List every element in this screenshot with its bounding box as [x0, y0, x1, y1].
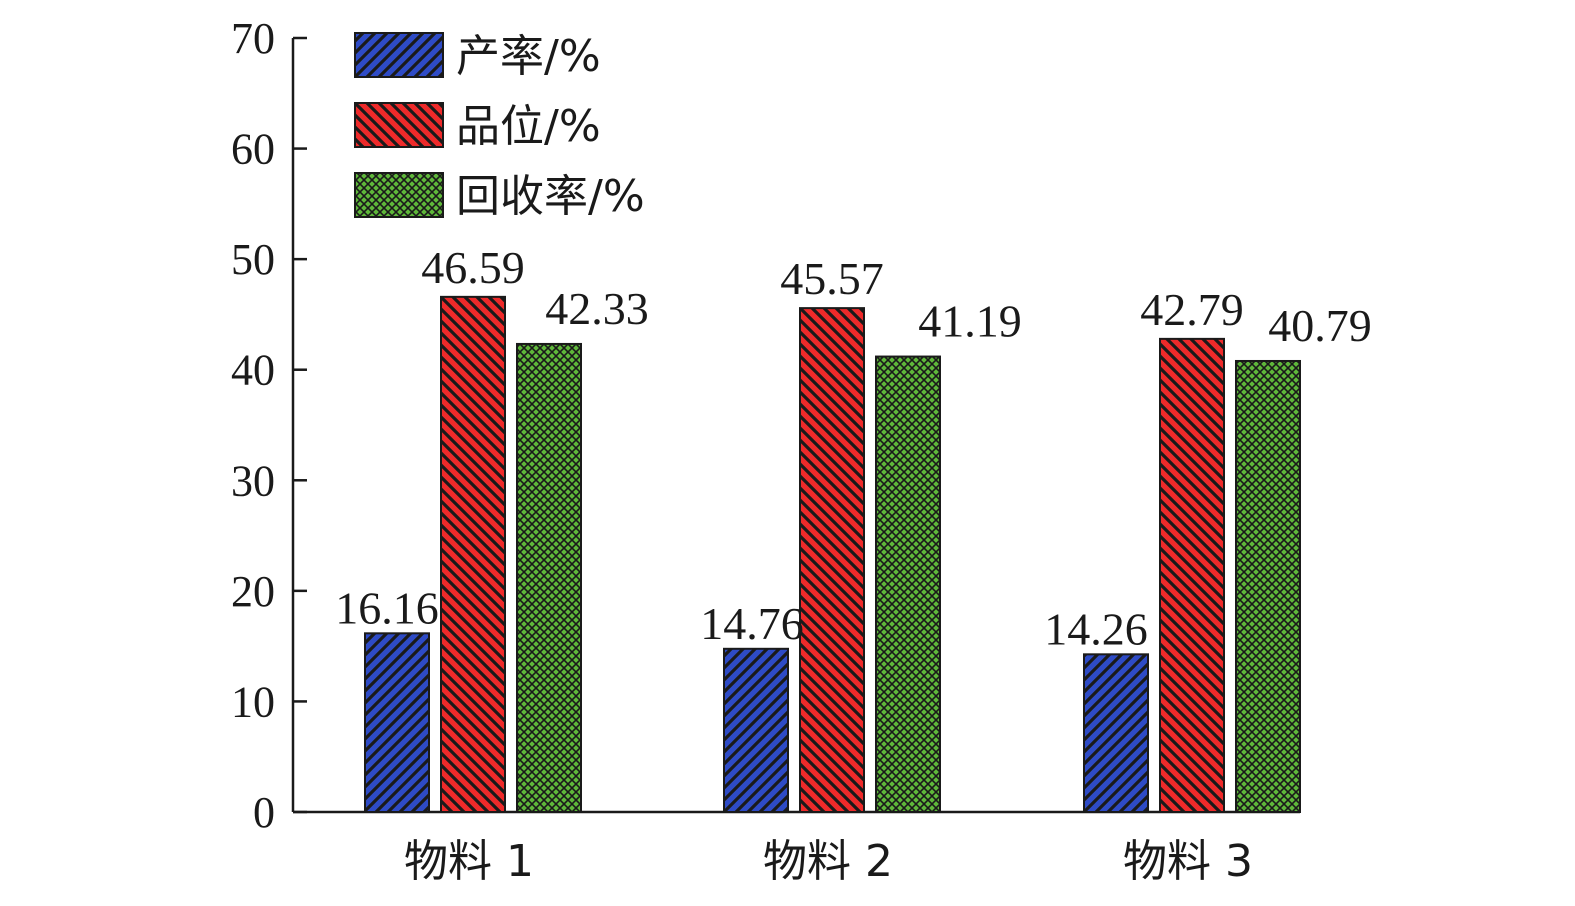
bar-1-3: [516, 342, 582, 813]
y-tick-label: 20: [231, 567, 275, 616]
value-label: 46.59: [421, 242, 525, 293]
y-tick-label: 40: [231, 346, 275, 395]
value-labels: 16.16 46.59 42.33 14.76 45.57 41.19 14.26 42.79…: [335, 242, 1372, 654]
y-tick-label: 0: [253, 788, 275, 837]
legend-label: 回收率/%: [456, 171, 645, 222]
y-tick-label: 30: [231, 456, 275, 505]
legend-swatch: [354, 32, 444, 78]
value-label: 14.76: [700, 598, 804, 649]
bar-3-2: [1159, 337, 1225, 813]
axes: 0 10 20 30 40 50 60 70: [231, 14, 1300, 837]
category-label: 物料 3: [1123, 836, 1253, 887]
value-label: 16.16: [335, 582, 439, 633]
value-label: 42.33: [545, 283, 649, 334]
value-label: 40.79: [1268, 300, 1372, 351]
category-label: 物料 1: [404, 836, 534, 887]
bar-2-1: [723, 647, 789, 813]
value-label: 42.79: [1140, 284, 1244, 335]
value-label: 14.26: [1044, 603, 1148, 654]
y-tick-label: 60: [231, 125, 275, 174]
y-tick-label: 70: [231, 14, 275, 63]
bar-2-3: [875, 355, 941, 813]
category-labels: 物料 1 物料 2 物料 3: [404, 836, 1253, 887]
legend: 产率/% 品位/% 回收率/%: [354, 31, 645, 222]
bar-1-1: [364, 632, 430, 814]
legend-label: 产率/%: [456, 31, 601, 82]
legend-swatch: [354, 172, 444, 218]
bar-1-2: [440, 295, 506, 813]
bar-3-1: [1083, 653, 1149, 813]
value-label: 45.57: [780, 253, 884, 304]
value-label: 41.19: [918, 296, 1022, 347]
legend-label: 品位/%: [456, 101, 601, 152]
bar-3-3: [1235, 359, 1301, 813]
y-tick-label: 10: [231, 677, 275, 726]
bars: [364, 295, 1301, 814]
legend-swatch: [354, 102, 444, 148]
y-tick-label: 50: [231, 235, 275, 284]
category-label: 物料 2: [763, 836, 893, 887]
bar-2-2: [799, 307, 865, 813]
